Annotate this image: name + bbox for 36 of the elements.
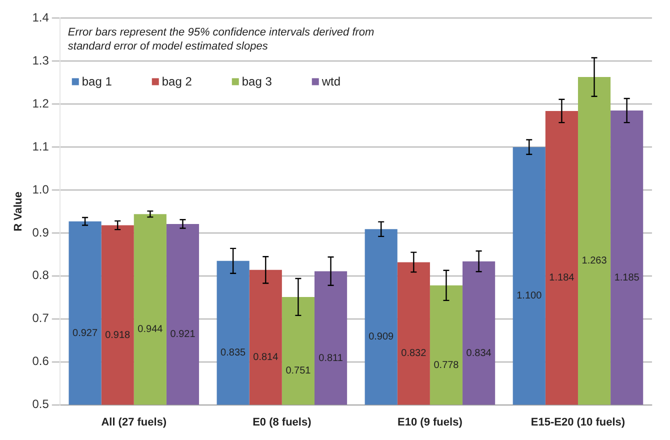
y-tick-label: 0.6 xyxy=(32,354,50,368)
y-tick-label: 1.1 xyxy=(32,139,50,154)
data-label: 0.835 xyxy=(220,348,246,359)
data-label: 0.918 xyxy=(105,330,131,341)
x-tick-label: E10 (9 fuels) xyxy=(398,416,463,428)
data-label: 1.184 xyxy=(549,272,575,284)
data-label: 1.100 xyxy=(516,290,542,302)
data-label: 0.811 xyxy=(318,352,344,364)
legend-label: bag 2 xyxy=(162,74,192,89)
y-tick-label: 1.3 xyxy=(32,53,50,68)
y-tick-label: 1.2 xyxy=(32,96,50,110)
legend-label: bag 1 xyxy=(82,74,112,89)
data-label: 0.751 xyxy=(286,366,312,377)
y-tick-label: 1.4 xyxy=(32,10,50,25)
data-label: 0.927 xyxy=(72,328,98,339)
annotation: Error bars represent the 95% confidence intervals derived from standard error of model estimated slopes xyxy=(68,26,374,52)
data-label: 0.778 xyxy=(434,360,460,371)
data-label: 0.921 xyxy=(170,329,196,340)
y-tick-label: 0.9 xyxy=(32,225,50,240)
data-label: 1.263 xyxy=(582,256,608,267)
y-tick-label: 0.8 xyxy=(32,268,50,282)
x-tick-label: All (27 fuels) xyxy=(101,416,167,428)
data-label: 1.185 xyxy=(614,272,640,284)
data-label: 0.909 xyxy=(368,332,394,343)
legend-label: wtd xyxy=(320,74,341,89)
data-label: 0.832 xyxy=(401,348,427,360)
legend-label: bag 3 xyxy=(242,74,272,89)
x-tick-label: E0 (8 fuels) xyxy=(252,416,312,428)
x-tick-label: E15-E20 (10 fuels) xyxy=(530,416,626,428)
data-label: 0.814 xyxy=(253,352,279,364)
data-label: 0.944 xyxy=(138,324,164,336)
y-tick-label: 0.7 xyxy=(32,311,50,326)
y-tick-label: 0.5 xyxy=(32,397,50,412)
y-tick-label: 1.0 xyxy=(32,182,50,196)
y-axis-title: R Value xyxy=(12,192,25,232)
data-label: 0.834 xyxy=(466,348,492,359)
